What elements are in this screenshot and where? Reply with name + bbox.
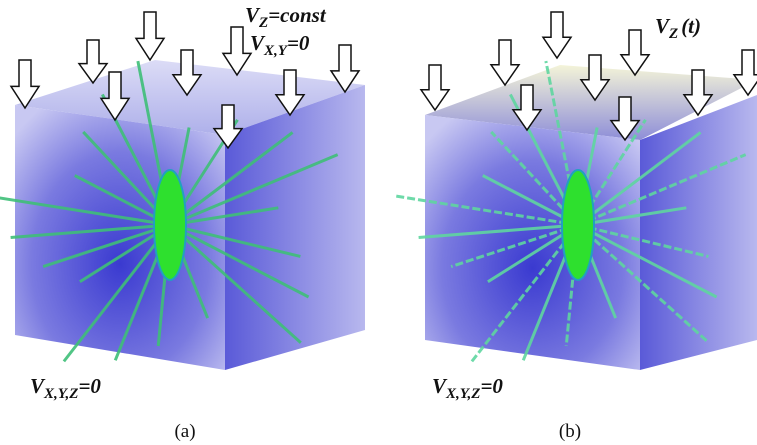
subscript: X,Y	[263, 43, 289, 59]
caption: (b)	[559, 421, 581, 442]
page: VZ=const VX,Y=0 VX,Y,Z=0 (a) VZ(t) VX,Y,…	[0, 0, 757, 445]
cube-right	[640, 95, 757, 370]
label: VX,Y=0	[250, 31, 310, 59]
subscript: Z	[668, 26, 678, 42]
arrow	[491, 40, 519, 85]
arrow	[79, 40, 107, 83]
spindle	[154, 170, 186, 280]
text: =const	[268, 3, 327, 27]
label: VX,Y,Z=0	[432, 374, 503, 402]
label: VX,Y,Z=0	[30, 374, 101, 402]
caption: (a)	[174, 421, 195, 442]
arrow	[223, 27, 251, 75]
text: =0	[480, 374, 503, 398]
text: =0	[287, 31, 310, 55]
label: VZ(t)	[655, 14, 701, 42]
figure: VZ=const VX,Y=0 VX,Y,Z=0 (a) VZ(t) VX,Y,…	[0, 0, 757, 445]
subscript: X,Y,Z	[445, 386, 480, 402]
text: =0	[78, 374, 101, 398]
text: (t)	[681, 14, 701, 38]
arrow	[621, 30, 649, 75]
cube-left	[425, 115, 640, 370]
arrow	[421, 65, 449, 110]
subscript: X,Y,Z	[43, 386, 78, 402]
subscript: Z	[258, 15, 268, 31]
label: VZ=const	[245, 3, 327, 31]
arrow	[136, 12, 164, 60]
spindle	[562, 170, 594, 280]
cube-right	[225, 85, 365, 370]
arrow	[543, 12, 571, 58]
